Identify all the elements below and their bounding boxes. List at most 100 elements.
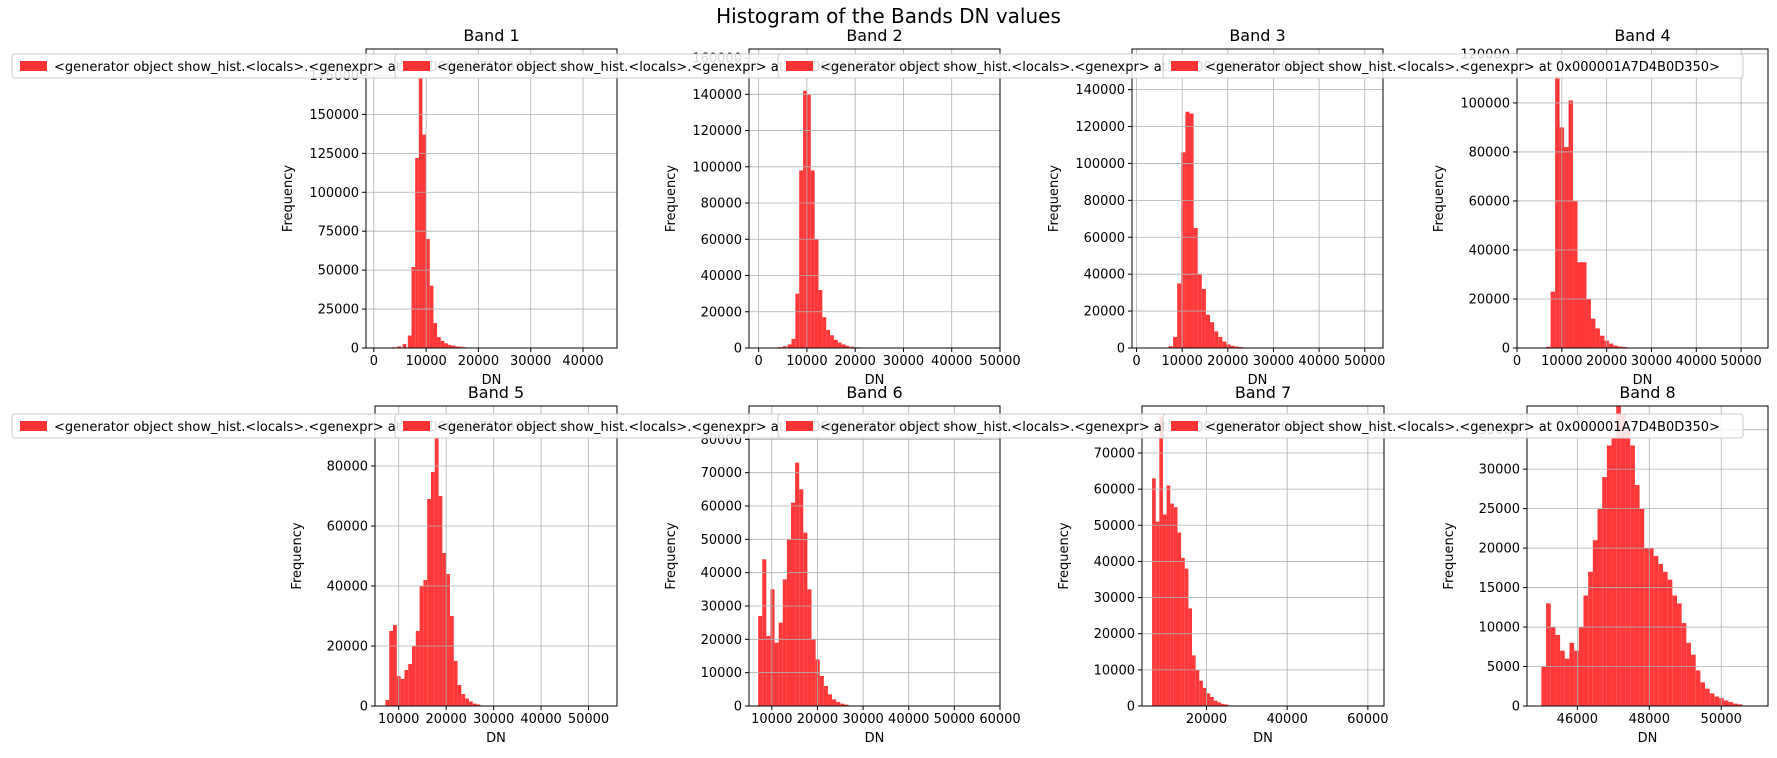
x-axis-label: DN bbox=[482, 373, 502, 388]
histogram-bar bbox=[415, 631, 420, 706]
y-tick-label: 40000 bbox=[701, 566, 742, 581]
histogram-bar bbox=[451, 345, 456, 348]
histogram-bar bbox=[412, 646, 416, 706]
histogram-bar bbox=[461, 694, 466, 706]
y-tick-label: 80000 bbox=[701, 197, 742, 212]
subplot-title: Band 1 bbox=[463, 26, 519, 45]
x-tick-label: 0 bbox=[1132, 354, 1140, 369]
y-axis-label: Frequency bbox=[281, 165, 296, 232]
y-tick-label: 150000 bbox=[309, 108, 359, 123]
histogram-bar bbox=[766, 636, 771, 706]
y-tick-label: 40000 bbox=[1469, 243, 1510, 258]
histogram-bar bbox=[400, 679, 405, 706]
histogram-bar bbox=[1152, 478, 1156, 706]
subplot-band-3: 0 10000 20000 30000 40000 50000 0 20000 40000 600… bbox=[1047, 26, 1385, 388]
axes-frame bbox=[374, 405, 618, 707]
y-tick-label: 25000 bbox=[318, 303, 359, 318]
x-tick-label: 10000 bbox=[1541, 354, 1582, 369]
subplot-title: Band 5 bbox=[468, 383, 524, 402]
y-tick-label: 30000 bbox=[701, 600, 742, 615]
histogram-bar bbox=[807, 589, 812, 706]
x-tick-label: 46000 bbox=[1557, 712, 1598, 727]
histogram-bar bbox=[1564, 147, 1569, 348]
axes-frame bbox=[1131, 48, 1384, 349]
y-tick-label: 20000 bbox=[327, 640, 368, 655]
bars bbox=[385, 427, 481, 706]
x-tick-label: 30000 bbox=[883, 354, 924, 369]
histogram-bar bbox=[1173, 507, 1178, 706]
histogram-bar bbox=[1177, 532, 1182, 706]
bars bbox=[758, 462, 849, 706]
histogram-bar bbox=[778, 622, 783, 706]
legend-box bbox=[1162, 413, 1744, 439]
subplot-title: Band 2 bbox=[846, 26, 902, 45]
legend-swatch bbox=[403, 421, 430, 431]
histogram-bar bbox=[1581, 262, 1587, 348]
y-tick-label: 40000 bbox=[327, 580, 368, 595]
histogram-bar bbox=[1588, 571, 1593, 706]
subplot-title: Band 4 bbox=[1614, 26, 1670, 45]
histogram-bar bbox=[1560, 650, 1565, 706]
axes-frame bbox=[748, 405, 1001, 707]
histogram-bar bbox=[1620, 413, 1626, 706]
histogram-bar bbox=[1222, 341, 1227, 348]
subplot-band-5: 10000 20000 30000 40000 50000 0 20000 40000 6000… bbox=[290, 383, 618, 746]
figure-title: Histogram of the Bands DN values bbox=[716, 4, 1061, 28]
y-tick-label: 80000 bbox=[327, 460, 368, 475]
histogram-bar bbox=[1568, 100, 1574, 348]
histogram-bar bbox=[1573, 200, 1578, 348]
histogram-bar bbox=[1586, 298, 1591, 348]
y-tick-label: 30000 bbox=[1479, 463, 1520, 478]
histogram-bar bbox=[1577, 262, 1582, 348]
histogram-bar bbox=[844, 704, 849, 706]
histogram-bar bbox=[1210, 696, 1214, 706]
x-tick-label: 20000 bbox=[797, 712, 838, 727]
axes-frame bbox=[1526, 405, 1769, 707]
y-tick-label: 50000 bbox=[1094, 519, 1135, 534]
y-tick-label: 100000 bbox=[1075, 157, 1125, 172]
histogram-bar bbox=[1541, 666, 1547, 706]
y-tick-label: 20000 bbox=[1469, 292, 1510, 307]
x-tick-label: 40000 bbox=[520, 712, 561, 727]
subplot-band-4: 0 10000 20000 30000 40000 5000002000040000600… bbox=[1432, 26, 1769, 388]
x-tick-label: 0 bbox=[755, 354, 763, 369]
x-tick-label: 30000 bbox=[1253, 354, 1294, 369]
histogram-bar bbox=[1234, 346, 1239, 348]
bars bbox=[392, 67, 472, 348]
histogram-bar bbox=[1691, 654, 1696, 706]
y-tick-label: 20000 bbox=[1479, 542, 1520, 557]
histogram-bar bbox=[422, 134, 427, 348]
histogram-bar bbox=[814, 239, 819, 348]
legend-swatch bbox=[1171, 61, 1198, 71]
y-tick-label: 60000 bbox=[701, 233, 742, 248]
legend-swatch bbox=[20, 61, 47, 71]
histogram-bar bbox=[1639, 508, 1645, 706]
y-tick-label: 50000 bbox=[701, 533, 742, 548]
y-tick-label: 0 bbox=[1127, 700, 1135, 715]
histogram-bar bbox=[1737, 704, 1743, 706]
y-tick-label: 0 bbox=[351, 342, 359, 357]
histogram-bar bbox=[833, 339, 838, 348]
axes-frame bbox=[1516, 48, 1769, 349]
histogram-bar bbox=[803, 532, 808, 706]
histogram-bar bbox=[446, 574, 450, 706]
histogram-bar bbox=[790, 502, 796, 706]
legend-label: <generator object show_hist.<locals>.<ge… bbox=[1205, 60, 1720, 75]
y-tick-label: 5000 bbox=[1487, 660, 1520, 675]
histogram-bar bbox=[1555, 634, 1561, 706]
x-tick-label: 30000 bbox=[1631, 354, 1672, 369]
y-tick-label: 40000 bbox=[701, 269, 742, 284]
histogram-bar bbox=[1617, 346, 1623, 348]
x-tick-label: 20000 bbox=[1586, 354, 1627, 369]
x-tick-label: 50000 bbox=[934, 712, 975, 727]
histogram-bar bbox=[845, 345, 850, 348]
histogram-bar bbox=[1733, 703, 1738, 706]
histogram-bar bbox=[1728, 702, 1734, 706]
y-axis-label: Frequency bbox=[1442, 522, 1457, 589]
histogram-bar bbox=[830, 335, 834, 348]
histogram-bar bbox=[818, 290, 823, 348]
histogram-bar bbox=[782, 346, 787, 348]
subplot-band-1: 0 10000 20000 30000 40000 0 25000 50000 75000 100… bbox=[281, 26, 618, 388]
x-tick-label: 30000 bbox=[510, 354, 551, 369]
